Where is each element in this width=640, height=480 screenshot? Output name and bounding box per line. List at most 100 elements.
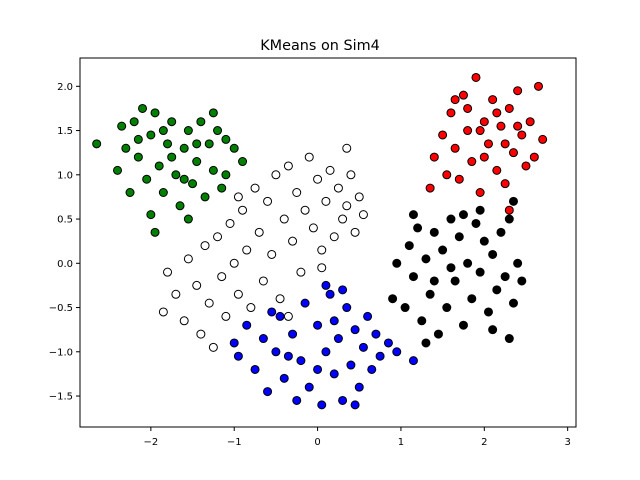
data-point <box>358 342 368 352</box>
data-point <box>313 174 323 184</box>
data-point <box>317 245 327 255</box>
data-point <box>221 170 231 180</box>
plot-frame <box>79 57 577 428</box>
data-point <box>492 108 502 118</box>
data-point <box>392 258 402 268</box>
data-point <box>429 276 439 286</box>
data-point <box>450 143 460 153</box>
data-point <box>475 126 485 136</box>
data-point <box>408 272 418 282</box>
data-point <box>421 338 431 348</box>
data-point <box>350 325 360 335</box>
y-tick-label: 0.0 <box>57 259 73 270</box>
data-point <box>533 81 543 91</box>
data-point <box>475 188 485 197</box>
x-tick-label: −2 <box>143 437 158 448</box>
data-point <box>438 130 448 140</box>
y-tick-label: 0.5 <box>57 215 73 226</box>
y-tick-label: −1.5 <box>49 392 73 403</box>
data-point <box>246 303 256 313</box>
data-point <box>342 201 352 211</box>
data-point <box>421 254 431 264</box>
data-point <box>288 329 298 339</box>
data-point <box>492 285 502 295</box>
data-point <box>250 364 260 374</box>
data-point <box>192 157 202 167</box>
data-point <box>350 227 360 237</box>
data-point <box>217 183 227 193</box>
data-point <box>133 134 143 144</box>
data-point <box>279 214 289 224</box>
x-tick-label: 3 <box>564 437 570 448</box>
data-point <box>508 298 518 308</box>
data-point <box>200 241 210 251</box>
data-point <box>179 316 189 326</box>
chart-title: KMeans on Sim4 <box>260 38 380 54</box>
data-point <box>333 334 343 344</box>
data-point <box>488 95 498 105</box>
data-point <box>450 95 460 105</box>
data-point <box>413 223 423 233</box>
data-point <box>183 214 193 224</box>
data-point <box>388 294 398 304</box>
data-point <box>517 276 527 286</box>
data-point <box>463 258 473 268</box>
data-point <box>525 117 535 127</box>
data-point <box>333 183 343 193</box>
data-point <box>92 139 102 149</box>
x-axis: −2 −1 0 1 2 3 <box>143 427 571 448</box>
data-point <box>254 227 264 237</box>
data-point <box>229 143 239 153</box>
data-point <box>408 210 418 220</box>
data-point <box>313 320 323 330</box>
data-point <box>158 188 168 197</box>
data-point <box>425 289 435 299</box>
data-point <box>429 227 439 237</box>
data-point <box>171 170 181 180</box>
data-point <box>242 320 252 330</box>
points-layer <box>92 72 548 410</box>
data-point <box>375 351 385 361</box>
data-point <box>496 121 506 131</box>
data-point <box>442 303 452 313</box>
data-point <box>188 179 198 189</box>
data-point <box>488 325 498 335</box>
data-point <box>267 249 277 259</box>
data-point <box>321 347 331 357</box>
data-point <box>342 303 352 313</box>
data-point <box>521 161 531 171</box>
data-point <box>400 303 410 313</box>
data-point <box>258 334 268 344</box>
data-point <box>371 329 381 339</box>
data-point <box>279 373 289 383</box>
data-point <box>450 276 460 286</box>
data-point <box>283 161 293 171</box>
data-point <box>113 165 123 175</box>
data-point <box>167 152 177 162</box>
data-point <box>208 108 218 118</box>
data-point <box>513 121 523 131</box>
data-point <box>150 108 160 118</box>
data-point <box>433 329 443 339</box>
data-point <box>154 161 164 171</box>
data-point <box>233 192 243 202</box>
data-point <box>229 338 239 348</box>
data-point <box>146 210 156 220</box>
data-point <box>454 174 464 184</box>
data-point <box>125 188 135 197</box>
data-point <box>475 205 485 215</box>
data-point <box>208 165 218 175</box>
data-point <box>483 307 493 317</box>
data-point <box>158 307 168 317</box>
data-point <box>267 307 277 317</box>
data-point <box>221 134 231 144</box>
data-point <box>446 108 456 118</box>
y-tick-label: 2.0 <box>57 82 73 93</box>
data-point <box>283 311 293 321</box>
data-point <box>179 174 189 184</box>
data-point <box>121 143 131 153</box>
data-point <box>238 205 248 215</box>
data-point <box>338 214 348 224</box>
data-point <box>192 280 202 290</box>
